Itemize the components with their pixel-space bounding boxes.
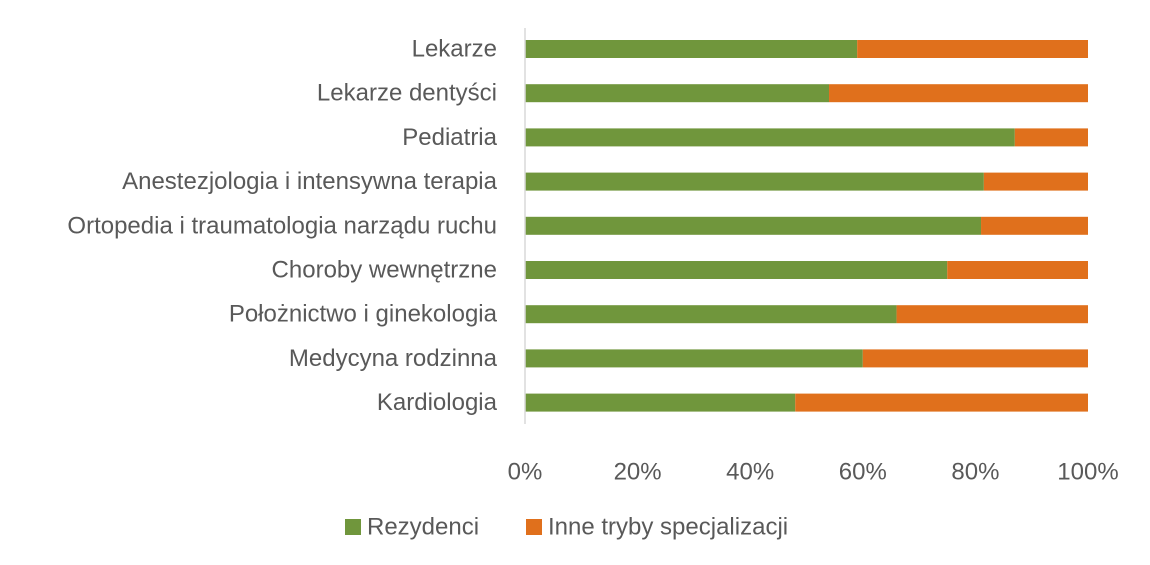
bar-rezydenci-lekarze-dentysci bbox=[525, 84, 830, 103]
bar-inne-tryby-specjalizacji-medycyna-rodzinna bbox=[862, 349, 1088, 368]
bar-rezydenci-pediatria bbox=[525, 128, 1015, 147]
category-label-poloznictwo-i-ginekologia: Położnictwo i ginekologia bbox=[229, 301, 498, 328]
category-label-lekarze-dentysci: Lekarze dentyści bbox=[317, 80, 497, 107]
x-tick-label-0: 0% bbox=[508, 459, 543, 486]
bar-inne-tryby-specjalizacji-poloznictwo-i-ginekologia bbox=[896, 305, 1088, 324]
bars-layer bbox=[525, 40, 1088, 412]
bar-rezydenci-kardiologia bbox=[525, 393, 796, 412]
bar-rezydenci-lekarze bbox=[525, 40, 858, 58]
bar-inne-tryby-specjalizacji-pediatria bbox=[1014, 128, 1088, 147]
category-label-medycyna-rodzinna: Medycyna rodzinna bbox=[289, 345, 498, 372]
x-tick-label-1: 20% bbox=[614, 459, 662, 486]
bar-inne-tryby-specjalizacji-choroby-wewnetrzne bbox=[947, 261, 1088, 279]
legend-label-inne-tryby-specjalizacji: Inne tryby specjalizacji bbox=[548, 514, 788, 541]
x-axis-tick-labels: 0% 20% 40% 60% 80% 100% bbox=[508, 459, 1119, 486]
category-label-lekarze: Lekarze bbox=[412, 36, 497, 63]
category-label-choroby-wewnetrzne: Choroby wewnętrzne bbox=[272, 257, 497, 284]
legend-label-rezydenci: Rezydenci bbox=[367, 514, 479, 541]
bar-rezydenci-medycyna-rodzinna bbox=[525, 349, 863, 368]
category-label-anestezjologia-i-intensywna-terapia: Anestezjologia i intensywna terapia bbox=[122, 168, 498, 195]
category-label-kardiologia: Kardiologia bbox=[377, 389, 498, 416]
bar-inne-tryby-specjalizacji-lekarze-dentysci bbox=[829, 84, 1088, 103]
category-labels: Lekarze Lekarze dentyści Pediatria Anestezj… bbox=[67, 36, 497, 417]
bar-inne-tryby-specjalizacji-ortopedia-i-traumatologia-narzadu-ruchu bbox=[981, 216, 1088, 235]
x-tick-label-4: 80% bbox=[951, 459, 999, 486]
bar-rezydenci-anestezjologia-i-intensywna-terapia bbox=[525, 172, 984, 191]
x-tick-label-5: 100% bbox=[1057, 459, 1118, 486]
category-label-ortopedia-i-traumatologia-narzadu-ruchu: Ortopedia i traumatologia narządu ruchu bbox=[67, 212, 497, 239]
x-tick-label-3: 60% bbox=[839, 459, 887, 486]
bar-inne-tryby-specjalizacji-lekarze bbox=[857, 40, 1088, 58]
bar-inne-tryby-specjalizacji-kardiologia bbox=[795, 393, 1088, 412]
legend: Rezydenci Inne tryby specjalizacji bbox=[345, 514, 788, 541]
legend-swatch-rezydenci bbox=[345, 519, 361, 535]
bar-rezydenci-ortopedia-i-traumatologia-narzadu-ruchu bbox=[525, 216, 982, 235]
bar-rezydenci-choroby-wewnetrzne bbox=[525, 261, 948, 279]
x-tick-label-2: 40% bbox=[726, 459, 774, 486]
legend-swatch-inne-tryby-specjalizacji bbox=[526, 519, 542, 535]
bar-rezydenci-poloznictwo-i-ginekologia bbox=[525, 305, 897, 324]
bar-inne-tryby-specjalizacji-anestezjologia-i-intensywna-terapia bbox=[983, 172, 1088, 191]
category-label-pediatria: Pediatria bbox=[402, 124, 497, 151]
